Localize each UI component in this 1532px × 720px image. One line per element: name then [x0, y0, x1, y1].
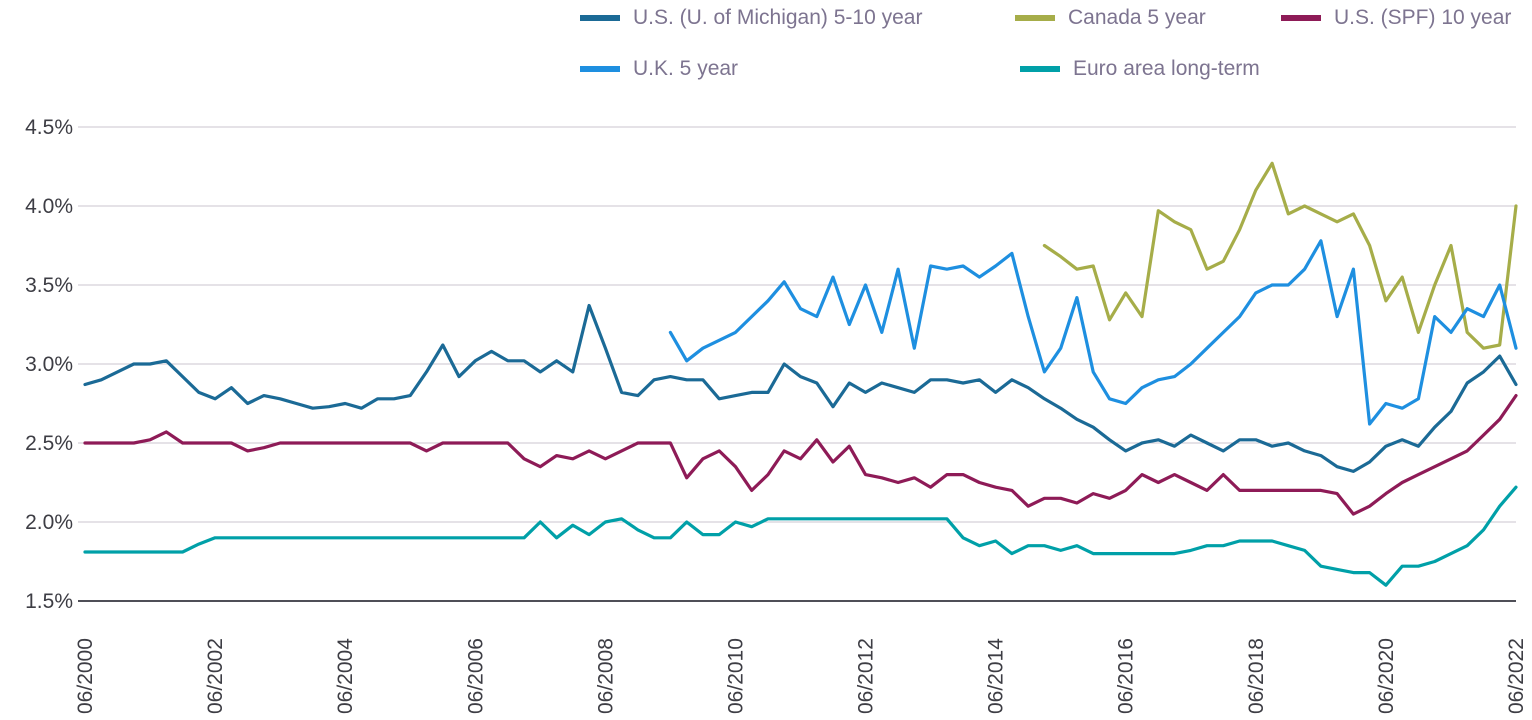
y-tick-label: 2.5%: [25, 432, 73, 455]
x-tick-label: 06/2012: [855, 638, 878, 714]
legend-label-euro-area: Euro area long-term: [1073, 57, 1260, 80]
x-tick-label: 06/2000: [74, 638, 97, 714]
y-tick-label: 3.0%: [25, 353, 73, 376]
legend-item-euro-area: Euro area long-term: [1020, 57, 1260, 81]
legend-label-canada: Canada 5 year: [1068, 6, 1206, 29]
legend-label-us-michigan: U.S. (U. of Michigan) 5-10 year: [633, 6, 923, 29]
x-tick-label: 06/2002: [204, 638, 227, 714]
x-tick-label: 06/2004: [334, 638, 357, 714]
x-tick-label: 06/2018: [1245, 638, 1268, 714]
y-tick-label: 4.5%: [25, 116, 73, 139]
legend-item-us-michigan: U.S. (U. of Michigan) 5-10 year: [580, 6, 922, 30]
x-tick-label: 06/2022: [1505, 638, 1528, 714]
legend-label-us-spf: U.S. (SPF) 10 year: [1334, 6, 1512, 29]
legend-item-us-spf: U.S. (SPF) 10 year: [1281, 6, 1511, 30]
y-tick-label: 4.0%: [25, 195, 73, 218]
x-tick-label: 06/2008: [594, 638, 617, 714]
legend-marker-uk-icon: [580, 66, 620, 72]
legend-item-uk: U.K. 5 year: [580, 57, 738, 81]
y-tick-label: 2.0%: [25, 511, 73, 534]
legend-label-uk: U.K. 5 year: [633, 57, 739, 80]
series-line-3: [668, 239, 1518, 426]
y-tick-label: 1.5%: [25, 590, 73, 613]
x-tick-label: 06/2016: [1115, 638, 1138, 714]
x-tick-label: 06/2006: [464, 638, 487, 714]
y-tick-label: 3.5%: [25, 274, 73, 297]
legend-marker-us-michigan-icon: [580, 15, 620, 21]
series-line-0: [83, 303, 1518, 473]
legend-marker-us-spf-icon: [1281, 15, 1321, 21]
legend-marker-euro-area-icon: [1020, 66, 1060, 72]
legend-item-canada: Canada 5 year: [1015, 6, 1206, 30]
series-line-2: [83, 394, 1518, 516]
x-tick-label: 06/2014: [985, 638, 1008, 714]
series-line-1: [1042, 161, 1518, 350]
legend-marker-canada-icon: [1015, 15, 1055, 21]
x-tick-label: 06/2020: [1375, 638, 1398, 714]
series-line-4: [83, 485, 1518, 587]
x-tick-label: 06/2010: [724, 638, 747, 714]
